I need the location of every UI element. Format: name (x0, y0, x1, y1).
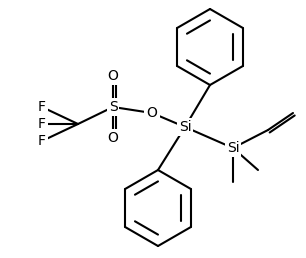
Text: O: O (108, 69, 118, 83)
Text: O: O (147, 106, 158, 120)
Text: O: O (108, 131, 118, 145)
Text: S: S (109, 100, 118, 114)
Text: Si: Si (179, 120, 191, 134)
Text: Si: Si (227, 141, 239, 155)
Text: F: F (38, 100, 46, 114)
Text: F: F (38, 117, 46, 131)
Text: F: F (38, 134, 46, 148)
